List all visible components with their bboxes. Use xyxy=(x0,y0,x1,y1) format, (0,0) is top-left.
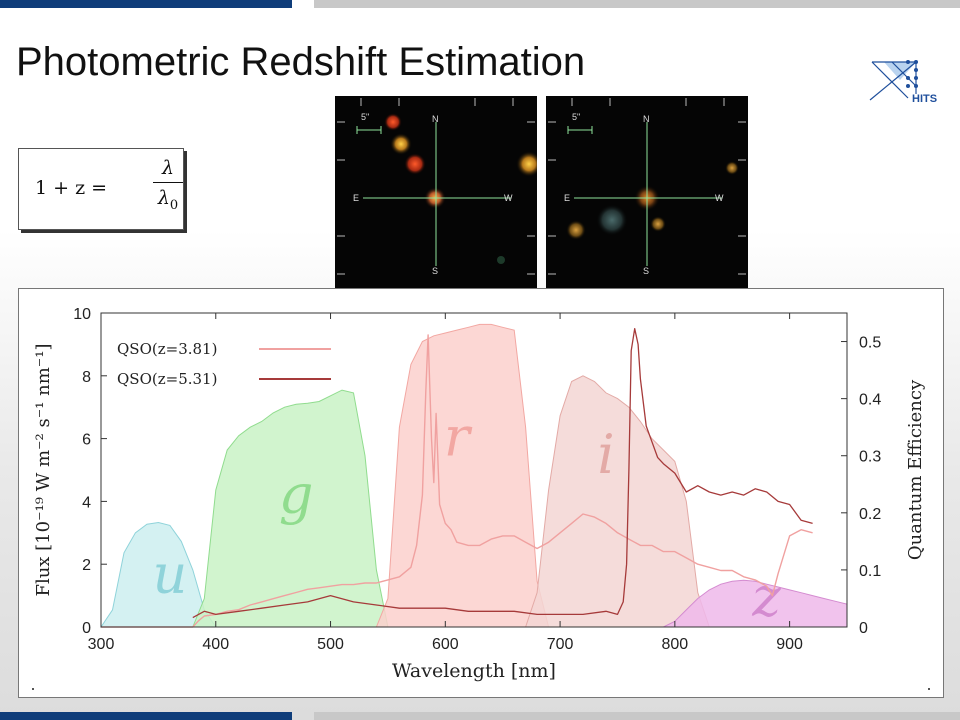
logo-dots xyxy=(906,60,918,88)
y2-tick-label: 0.3 xyxy=(859,449,881,466)
legend-label-2: QSO(z=5.31) xyxy=(117,370,217,388)
legend-label-1: QSO(z=3.81) xyxy=(117,340,217,358)
bottom-accent-bar xyxy=(0,712,292,720)
west-label: W xyxy=(504,193,513,203)
corner-marker xyxy=(928,688,930,690)
scale-label: 5" xyxy=(572,112,580,122)
x-tick-label: 400 xyxy=(202,636,229,653)
x-tick-label: 500 xyxy=(317,636,344,653)
east-label: E xyxy=(353,193,359,203)
x-tick-label: 800 xyxy=(661,636,688,653)
series-line-1 xyxy=(101,334,813,628)
top-accent-bar xyxy=(0,0,292,8)
legend: QSO(z=3.81) QSO(z=5.31) xyxy=(117,340,331,388)
filter-band-i xyxy=(524,375,710,628)
y-axis-label: Flux [10⁻¹⁹ W m⁻² s⁻¹ nm⁻¹] xyxy=(33,343,54,596)
formula-denominator-subscript: 0 xyxy=(169,197,179,213)
formula-denominator-symbol: λ xyxy=(157,187,170,209)
filter-band-r xyxy=(375,323,550,628)
plot-frame xyxy=(100,312,848,628)
sky-image-1-graphic: 5" N S E W xyxy=(337,98,537,296)
corner-marker xyxy=(32,688,34,690)
filter-band-g xyxy=(192,389,389,628)
y-tick-label: 6 xyxy=(82,432,91,449)
qso-spectra xyxy=(101,328,813,628)
filter-band-z xyxy=(663,579,848,628)
hits-logo: HITS xyxy=(869,60,937,104)
y2-tick-label: 0.1 xyxy=(859,563,881,580)
chart-panel: u g r i z 300 400 500 600 700 800 900 0 2 4 6 8 10 0 0.1 0.… xyxy=(18,288,944,698)
y-tick-label: 2 xyxy=(82,557,91,574)
y2-tick-label: 0.2 xyxy=(859,506,881,523)
filter-label-z: z xyxy=(751,566,781,629)
series-line-2 xyxy=(192,328,813,619)
formula-denominator: λ0 xyxy=(153,187,183,213)
bottom-divider-bar xyxy=(314,712,960,720)
y-tick-label: 4 xyxy=(82,494,91,511)
x-tick-label: 600 xyxy=(432,636,459,653)
west-label: W xyxy=(715,193,724,203)
axes: 300 400 500 600 700 800 900 0 2 4 6 8 10 0 0.1 0.2 0.3 0.… xyxy=(73,306,881,653)
logo-triangle xyxy=(884,62,916,80)
east-label: E xyxy=(564,193,570,203)
y2-tick-label: 0 xyxy=(859,620,868,637)
y-tick-label: 10 xyxy=(73,306,91,323)
y2-tick-label: 0.4 xyxy=(859,392,881,409)
filter-label-i: i xyxy=(597,423,614,486)
logo-text: HITS xyxy=(912,93,937,104)
formula-lhs: 1 + z = xyxy=(35,177,108,199)
y-tick-label: 0 xyxy=(82,620,91,637)
x-tick-label: 900 xyxy=(776,636,803,653)
top-divider-bar xyxy=(314,0,960,8)
sky-image-1: 5" N S E W xyxy=(335,96,537,298)
x-tick-label: 700 xyxy=(547,636,574,653)
filter-label-r: r xyxy=(444,406,473,469)
formula-numerator: λ xyxy=(161,157,175,179)
x-axis-label: Wavelength [nm] xyxy=(392,660,556,682)
formula-fraction: λ λ0 xyxy=(153,157,183,213)
south-label: S xyxy=(432,266,438,276)
y2-axis-label: Quantum Efficiency xyxy=(905,379,926,560)
redshift-formula: 1 + z = λ λ0 xyxy=(18,148,184,230)
fraction-bar xyxy=(153,182,183,183)
filter-bands xyxy=(100,323,848,628)
y-tick-label: 8 xyxy=(82,369,91,386)
slide-title: Photometric Redshift Estimation xyxy=(16,40,586,84)
x-tick-label: 300 xyxy=(88,636,115,653)
scale-label: 5" xyxy=(361,112,369,122)
redshift-chart: u g r i z 300 400 500 600 700 800 900 0 2 4 6 8 10 0 0.1 0.… xyxy=(33,306,926,682)
filter-labels: u g r i z xyxy=(152,406,781,629)
sky-image-2-graphic: 5" N S E W xyxy=(548,98,746,296)
filter-label-g: g xyxy=(279,463,314,526)
y2-tick-label: 0.5 xyxy=(859,335,881,352)
filter-label-u: u xyxy=(152,543,187,606)
sky-image-2: 5" N S E W xyxy=(546,96,748,298)
north-label: N xyxy=(643,114,650,124)
south-label: S xyxy=(643,266,649,276)
north-label: N xyxy=(432,114,439,124)
